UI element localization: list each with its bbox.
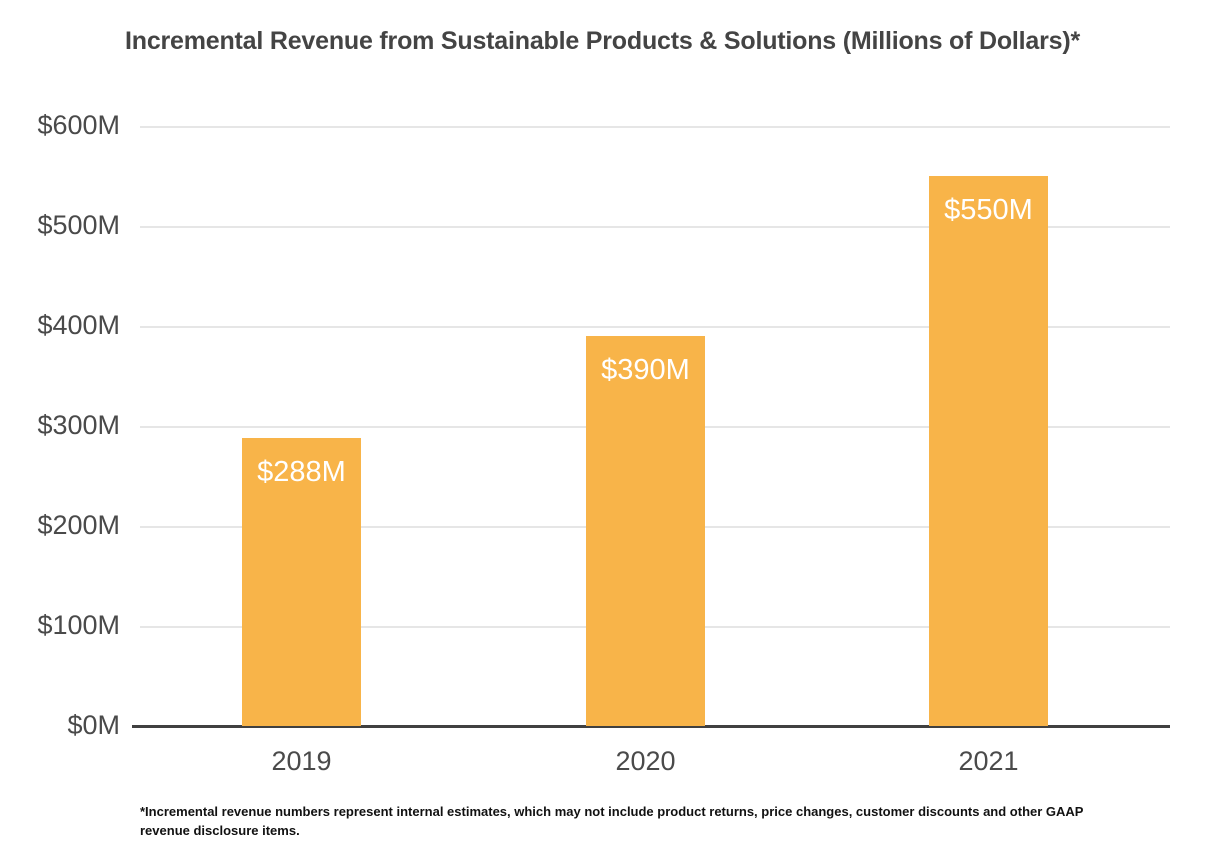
- gridline: [140, 126, 1170, 128]
- bar-value-label: $288M: [257, 456, 346, 488]
- bar-2019[interactable]: $288M: [242, 438, 361, 726]
- x-axis-tick-label-2021: 2021: [958, 746, 1019, 776]
- y-axis-tick-label: $0M: [67, 710, 120, 740]
- page-title: Incremental Revenue from Sustainable Pro…: [125, 27, 1080, 55]
- x-axis-tick-label-2019: 2019: [271, 746, 332, 776]
- x-axis-tick-label-2020: 2020: [615, 746, 676, 776]
- y-axis-tick-label: $400M: [37, 310, 120, 340]
- bar-value-label: $390M: [601, 354, 690, 386]
- bar-2020[interactable]: $390M: [586, 336, 705, 726]
- y-axis-tick-label: $600M: [37, 110, 120, 140]
- y-axis-tick-label: $200M: [37, 510, 120, 540]
- y-axis-tick-label: $500M: [37, 210, 120, 240]
- gridline: [140, 226, 1170, 228]
- gridline: [140, 326, 1170, 328]
- x-axis-line: [132, 725, 1170, 728]
- footnote: *Incremental revenue numbers represent i…: [140, 804, 1084, 838]
- y-axis-tick-label: $300M: [37, 410, 120, 440]
- y-axis-tick-label: $100M: [37, 610, 120, 640]
- bar-2021[interactable]: $550M: [929, 176, 1048, 726]
- bar-value-label: $550M: [944, 194, 1033, 226]
